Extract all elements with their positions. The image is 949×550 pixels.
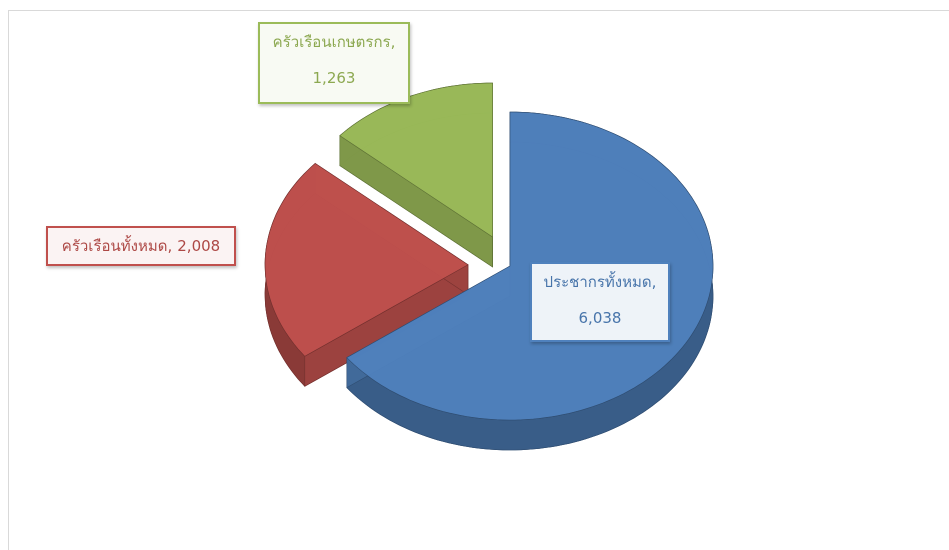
label-category: ประชากรทั้งหมด — [543, 273, 652, 291]
label-value: 2,008 — [177, 237, 221, 255]
slice — [339, 82, 493, 268]
data-label: ครัวเรือนทั้งหมด, 2,008 — [46, 226, 236, 266]
slice — [346, 111, 714, 451]
slice-top — [346, 111, 714, 421]
data-label: ประชากรทั้งหมด, 6,038 — [530, 262, 670, 342]
label-category: ครัวเรือนเกษตรกร — [272, 33, 391, 51]
chart-frame — [8, 10, 949, 550]
label-value: 6,038 — [578, 309, 622, 327]
label-separator: , — [390, 33, 396, 51]
label-separator: , — [167, 237, 173, 255]
label-separator: , — [651, 273, 657, 291]
pie-plot — [264, 82, 714, 451]
slice-top — [264, 163, 469, 357]
label-value: 1,263 — [312, 69, 356, 87]
data-label: ครัวเรือนเกษตรกร, 1,263 — [258, 22, 410, 104]
label-category: ครัวเรือนทั้งหมด — [61, 237, 168, 255]
chart: ประชากรทั้งหมด, 6,038 ครัวเรือนทั้งหมด, 2,0… — [8, 10, 949, 550]
slice — [264, 162, 469, 388]
